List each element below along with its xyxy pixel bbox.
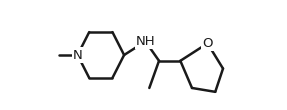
Text: O: O [202, 37, 213, 50]
Text: N: N [73, 49, 82, 61]
Text: NH: NH [136, 35, 155, 48]
